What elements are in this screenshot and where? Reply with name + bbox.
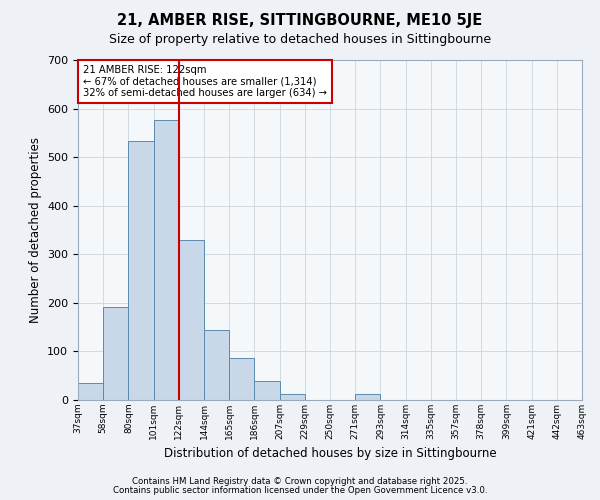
Text: Size of property relative to detached houses in Sittingbourne: Size of property relative to detached ho… [109,32,491,46]
Text: Contains public sector information licensed under the Open Government Licence v3: Contains public sector information licen… [113,486,487,495]
Bar [154,120,179,400]
Bar [128,141,154,400]
Bar [280,394,305,400]
Y-axis label: Number of detached properties: Number of detached properties [29,137,41,323]
Bar [179,240,204,400]
Text: 21, AMBER RISE, SITTINGBOURNE, ME10 5JE: 21, AMBER RISE, SITTINGBOURNE, ME10 5JE [118,12,482,28]
Bar [229,358,254,400]
Bar [254,380,280,400]
Bar [78,383,103,400]
X-axis label: Distribution of detached houses by size in Sittingbourne: Distribution of detached houses by size … [164,448,496,460]
Bar [204,330,229,400]
Bar [355,394,380,400]
Text: Contains HM Land Registry data © Crown copyright and database right 2025.: Contains HM Land Registry data © Crown c… [132,477,468,486]
Bar [103,306,128,400]
Text: 21 AMBER RISE: 122sqm
← 67% of detached houses are smaller (1,314)
32% of semi-d: 21 AMBER RISE: 122sqm ← 67% of detached … [83,65,327,98]
